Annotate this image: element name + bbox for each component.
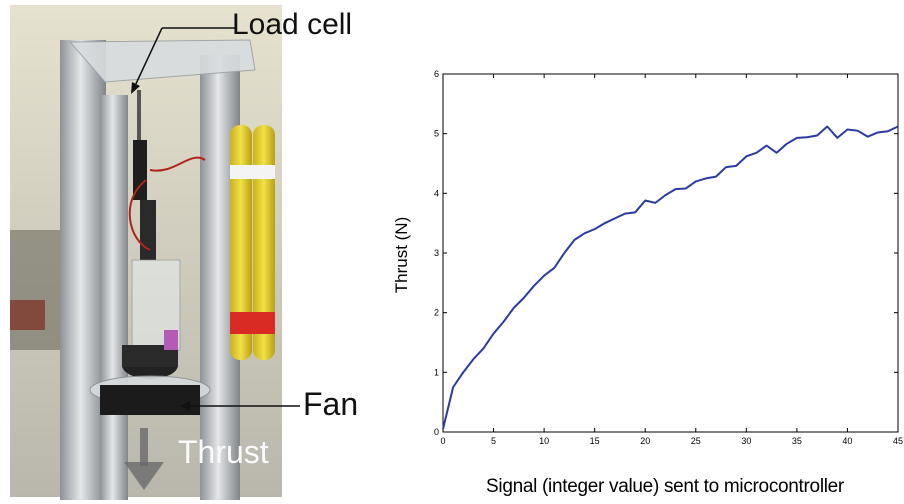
- y-tick-label: 2: [434, 308, 439, 318]
- load-cell-body: [133, 140, 147, 200]
- y-tick-label: 3: [434, 248, 439, 258]
- x-tick-label: 25: [691, 436, 701, 446]
- thrust-test-rig-photo: [10, 5, 300, 500]
- support-tube-middle: [100, 95, 128, 500]
- y-tick-label: 1: [434, 367, 439, 377]
- x-tick-label: 15: [590, 436, 600, 446]
- x-tick-label: 10: [539, 436, 549, 446]
- x-tick-label: 5: [491, 436, 496, 446]
- x-tick-label: 40: [842, 436, 852, 446]
- plot-frame: [442, 73, 899, 433]
- y-tick-label: 5: [434, 129, 439, 139]
- thrust-series-line: [442, 125, 899, 430]
- battery-1: [230, 125, 252, 360]
- x-tick-label: 20: [640, 436, 650, 446]
- top-plate: [68, 39, 256, 83]
- chart-series: [442, 125, 899, 430]
- y-axis-label: Thrust (N): [392, 216, 411, 294]
- y-tick-label: 6: [434, 69, 439, 79]
- thrust-label: Thrust: [178, 434, 269, 470]
- thrust-arrow-icon: [124, 462, 164, 490]
- load-cell-label: Load cell: [232, 8, 353, 41]
- x-tick-label: 30: [741, 436, 751, 446]
- x-tick-label: 35: [792, 436, 802, 446]
- chart-axes: [442, 73, 899, 433]
- y-tick-label: 0: [434, 427, 439, 437]
- x-tick-label: 45: [893, 436, 903, 446]
- battery-band: [230, 312, 275, 334]
- fan-duct: [100, 385, 200, 415]
- x-axis-label: Signal (integer value) sent to microcont…: [486, 476, 844, 497]
- x-tick-label: 0: [440, 436, 445, 446]
- support-tube-left: [60, 40, 106, 500]
- fan-label: Fan: [303, 386, 359, 422]
- battery-2: [253, 125, 275, 360]
- y-tick-label: 4: [434, 188, 439, 198]
